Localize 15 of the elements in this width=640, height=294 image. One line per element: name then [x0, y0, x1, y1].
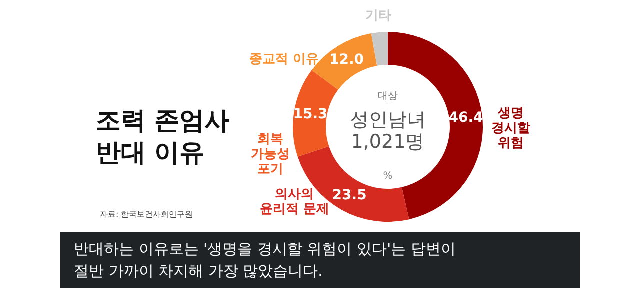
text: 대상: [378, 91, 398, 102]
text: 조력 존엄사 반대 이유: [96, 106, 230, 167]
text: 자료: 한국보건사회연구원: [100, 210, 194, 219]
text: 반대하는 이유로는 '생명을 경시할 위험이 있다'는 답변이 절반 가까이 차지해 가장 많았습니다.: [60, 232, 580, 288]
slice-label: 회복 가능성 포기: [251, 132, 290, 177]
slice-label: 종교적 이유: [250, 52, 320, 67]
donut-slice: [293, 70, 338, 157]
text: 성인남녀 1,021명: [350, 109, 426, 153]
slice-label: 생명 경시할 위험: [492, 106, 531, 152]
donut-slice: [371, 32, 388, 66]
text: %: [383, 171, 393, 182]
data-label: 23.5: [332, 187, 367, 204]
slice-label: 의사의 윤리적 문제: [260, 187, 330, 218]
data-label: 15.3: [293, 106, 328, 122]
data-label: 12.0: [330, 52, 364, 68]
